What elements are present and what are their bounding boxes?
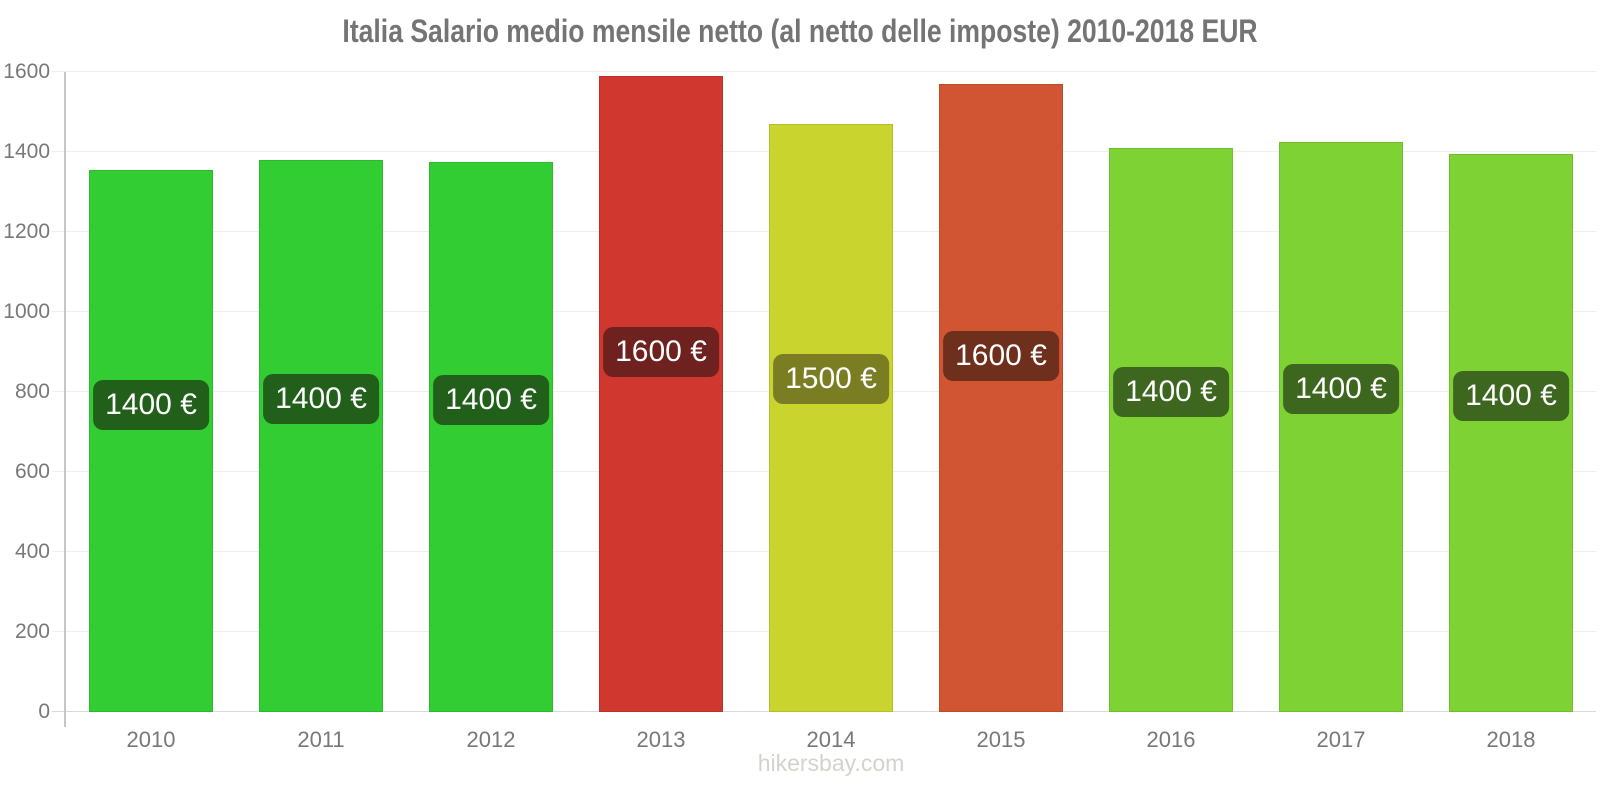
bar-2017[interactable]: 1400 € (1279, 142, 1403, 712)
y-axis-line (64, 72, 66, 727)
gridline-1600 (52, 71, 1596, 72)
x-tick-label-2013: 2013 (636, 727, 686, 752)
bar-value-badge-2017: 1400 € (1283, 364, 1399, 414)
y-axis: 0 200 400 600 800 1000 1200 1400 1600 (0, 61, 50, 723)
bar-2015[interactable]: 1600 € (939, 84, 1063, 712)
y-tick-label-0: 0 (38, 700, 50, 723)
bar-value-badge-2011: 1400 € (263, 374, 379, 424)
bar-value-badge-2012: 1400 € (433, 375, 549, 425)
x-tick-label-2010: 2010 (126, 727, 176, 752)
x-tick-label-2014: 2014 (806, 727, 856, 752)
y-tick-label-400: 400 (14, 540, 50, 563)
x-tick-label-2015: 2015 (976, 727, 1026, 752)
bar-value-badge-2010: 1400 € (93, 380, 209, 430)
x-tick-label-2018: 2018 (1486, 727, 1536, 752)
bar-2011[interactable]: 1400 € (259, 160, 383, 712)
watermark: hikersbay.com (757, 750, 905, 776)
y-tick-label-1200: 1200 (3, 220, 50, 243)
bar-2018[interactable]: 1400 € (1449, 154, 1573, 712)
x-tick-label-2011: 2011 (297, 727, 345, 752)
bar-2013[interactable]: 1600 € (599, 76, 723, 712)
bar-2010[interactable]: 1400 € (89, 170, 213, 712)
bar-2014[interactable]: 1500 € (769, 124, 893, 712)
y-tick-label-800: 800 (14, 380, 50, 403)
bar-value-badge-2018: 1400 € (1453, 371, 1569, 421)
y-tick-label-200: 200 (14, 620, 50, 643)
chart-title: Italia Salario medio mensile netto (al n… (342, 13, 1258, 49)
y-tick-label-600: 600 (14, 460, 50, 483)
x-tick-label-2016: 2016 (1146, 727, 1196, 752)
y-tick-label-1400: 1400 (3, 140, 50, 163)
x-tick-label-2012: 2012 (466, 727, 516, 752)
y-tick-label-1600: 1600 (3, 60, 50, 83)
bar-2016[interactable]: 1400 € (1109, 148, 1233, 712)
plot-area: 1400 € 1400 € 1400 € 1600 € 1500 € 1600 € 1400… (66, 72, 1596, 712)
bar-value-badge-2013: 1600 € (603, 327, 719, 377)
bar-value-badge-2016: 1400 € (1113, 367, 1229, 417)
bar-value-badge-2015: 1600 € (943, 331, 1059, 381)
bar-value-badge-2014: 1500 € (773, 354, 889, 404)
x-tick-label-2017: 2017 (1316, 727, 1366, 752)
bar-2012[interactable]: 1400 € (429, 162, 553, 712)
y-tick-label-1000: 1000 (3, 300, 50, 323)
